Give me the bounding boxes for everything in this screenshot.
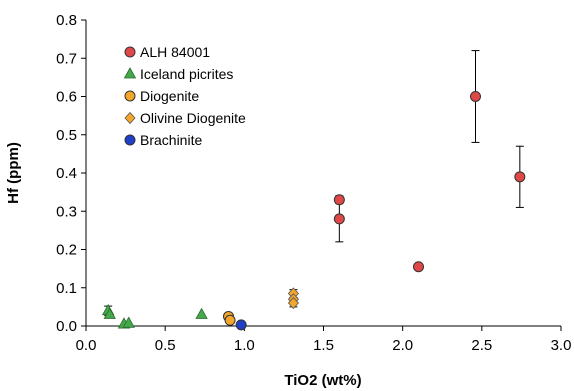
legend: ALH 84001 Iceland picrites Diogenite Olivin… xyxy=(123,44,246,148)
x-tick-label: 1.0 xyxy=(234,337,255,354)
data-point-iceland-picrites xyxy=(122,316,135,328)
y-tick-label: 0.7 xyxy=(56,50,77,67)
x-tick-label: 2.0 xyxy=(392,337,413,354)
x-tick-label: 1.5 xyxy=(313,337,334,354)
plot-area: 0.0 0.5 1.0 1.5 2.0 2.5 3.0 0.0 0.1 0.2 0.3 0.4 0.5… xyxy=(56,12,571,354)
y-tick-label: 0.4 xyxy=(56,165,77,182)
legend-label-alh-84001: ALH 84001 xyxy=(140,44,210,60)
legend-marker-alh-84001 xyxy=(124,46,136,58)
legend-marker-olivine-diogenite xyxy=(124,111,136,125)
x-tick-label: 0.0 xyxy=(76,337,97,354)
data-point-iceland-picrites xyxy=(103,307,116,319)
y-tick-label: 0.5 xyxy=(56,127,77,144)
data-point-alh-84001 xyxy=(333,213,345,225)
legend-label-olivine-diogenite: Olivine Diogenite xyxy=(140,110,246,126)
data-points xyxy=(101,91,526,331)
data-point-diogenite xyxy=(224,314,236,326)
data-point-alh-84001 xyxy=(333,194,345,206)
y-tick-label: 0.3 xyxy=(56,203,77,220)
legend-label-brachinite: Brachinite xyxy=(140,132,202,148)
data-point-olivine-diogenite xyxy=(287,296,299,310)
legend-label-diogenite: Diogenite xyxy=(140,88,199,104)
y-tick-label: 0.2 xyxy=(56,242,77,259)
legend-marker-brachinite xyxy=(124,134,136,146)
legend-label-iceland-picrites: Iceland picrites xyxy=(140,66,233,82)
y-tick-label: 0.1 xyxy=(56,280,77,297)
x-tick-label: 0.5 xyxy=(155,337,176,354)
y-tick-label: 0.6 xyxy=(56,89,77,106)
x-axis-title: TiO2 (wt%) xyxy=(284,372,361,389)
y-tick-label: 0.8 xyxy=(56,12,77,29)
legend-marker-iceland-picrites xyxy=(123,67,137,79)
x-tick-label: 3.0 xyxy=(551,337,572,354)
data-point-alh-84001 xyxy=(514,171,526,183)
x-axis-ticks: 0.0 0.5 1.0 1.5 2.0 2.5 3.0 xyxy=(76,326,572,354)
y-axis-ticks: 0.0 0.1 0.2 0.3 0.4 0.5 0.6 0.7 0.8 xyxy=(56,12,86,335)
y-tick-label: 0.0 xyxy=(56,318,77,335)
y-axis-title: Hf (ppm) xyxy=(5,142,22,204)
data-point-iceland-picrites xyxy=(195,307,208,319)
x-tick-label: 2.5 xyxy=(471,337,492,354)
data-point-brachinite xyxy=(235,319,247,331)
legend-marker-diogenite xyxy=(124,90,136,102)
data-point-alh-84001 xyxy=(470,91,481,102)
data-point-alh-84001 xyxy=(413,261,424,273)
